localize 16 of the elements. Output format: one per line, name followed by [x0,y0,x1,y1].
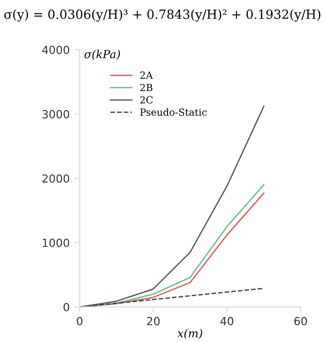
y-tick-label: 3000 [42,110,70,118]
y-axis-title: σ(kPa) [84,50,120,60]
legend-label: 2C [140,96,153,104]
x-tick-label: 0 [76,316,82,326]
x-tick-label: 40 [220,316,234,326]
y-tick-label: 0 [64,302,70,312]
legend-label: 2B [140,84,152,92]
y-tick-label: 4000 [42,46,70,54]
text: σ(y) = 0.0306(y/H)³ + 0.7843(y/H)² + 0.1932(y/H) [4,9,320,22]
x-tick-label: 20 [147,316,160,326]
y-tick-label: 2000 [42,174,70,183]
legend-label: Pseudo-Static [140,108,207,116]
x-axis-title: x(m) [177,328,202,340]
legend-label: 2A [140,72,153,79]
y-tick-label: 1000 [42,238,70,248]
x-tick-label: 60 [294,316,307,326]
